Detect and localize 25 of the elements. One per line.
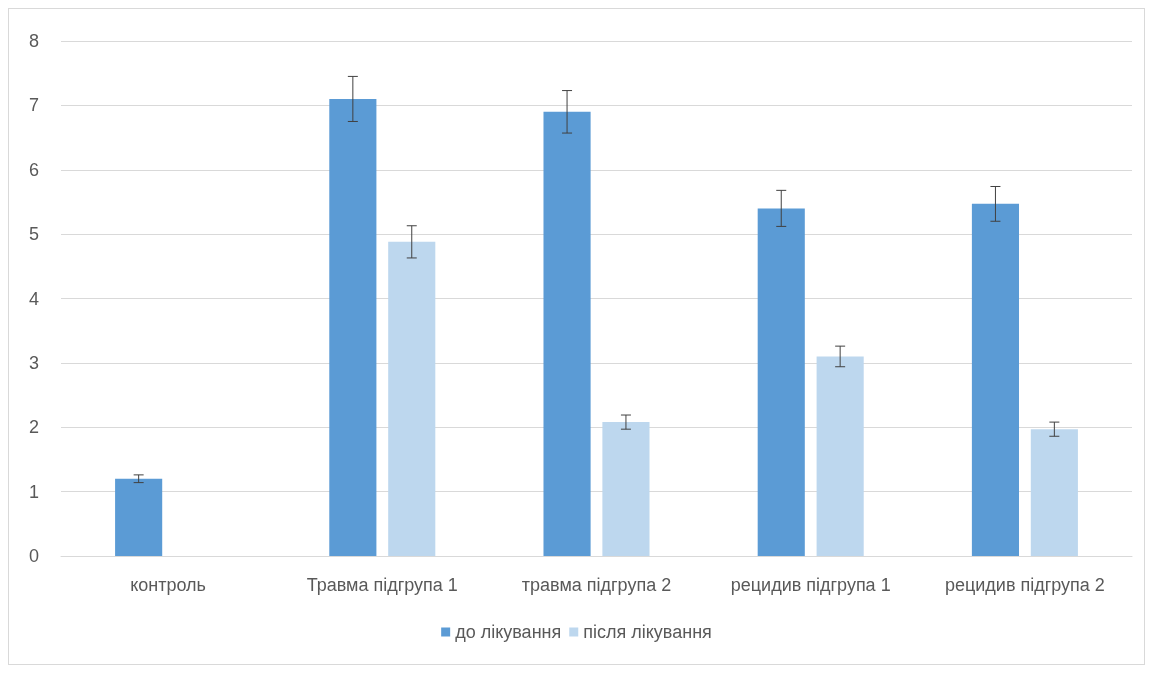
y-tick-label: 0 <box>28 546 39 566</box>
y-tick-label: 5 <box>28 224 39 245</box>
y-tick-label: 8 <box>28 31 39 51</box>
bar <box>971 203 1020 556</box>
x-tick-label: рецидив підгрупа 2 <box>944 575 1105 595</box>
x-tick-label: травма підгрупа 2 <box>521 575 672 595</box>
bar <box>329 98 377 556</box>
bar <box>543 111 591 556</box>
y-tick-label: 2 <box>28 417 39 438</box>
y-tick-label: 4 <box>28 288 39 309</box>
x-tick-label: контроль <box>130 575 206 595</box>
bar <box>757 208 805 556</box>
y-tick-label: 3 <box>28 352 39 373</box>
bar <box>115 478 163 556</box>
bar <box>388 241 436 556</box>
y-tick-label: 1 <box>28 481 39 502</box>
y-tick-label: 7 <box>28 95 39 116</box>
y-tick-label: 6 <box>28 159 39 180</box>
x-tick-label: Травма підгрупа 1 <box>306 575 458 595</box>
bar <box>602 422 650 556</box>
bar <box>816 356 864 556</box>
legend-label: до лікування <box>455 622 562 642</box>
legend-label: після лікування <box>583 622 712 642</box>
x-tick-label: рецидив підгрупа 1 <box>730 575 891 595</box>
bar <box>1030 429 1078 556</box>
